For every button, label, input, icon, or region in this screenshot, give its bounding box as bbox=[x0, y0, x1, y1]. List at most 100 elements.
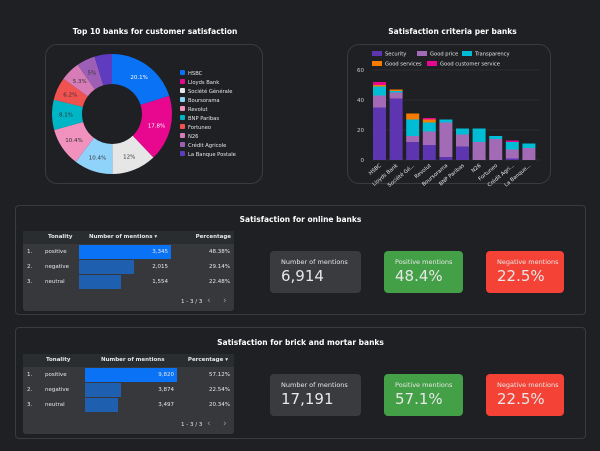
metric-label: Negative mentions bbox=[497, 381, 559, 389]
bar-segment[interactable] bbox=[505, 149, 519, 159]
bar-segment[interactable] bbox=[373, 86, 386, 96]
bar-segment[interactable] bbox=[389, 91, 403, 93]
prev-page-button[interactable]: ‹ bbox=[207, 296, 211, 306]
bar-segment[interactable] bbox=[439, 122, 453, 158]
mentions-bar bbox=[79, 245, 171, 259]
bar-segment[interactable] bbox=[439, 157, 453, 160]
column-header[interactable]: Number of mentions ▾ bbox=[89, 234, 158, 240]
mentions-bar bbox=[85, 383, 121, 397]
bar-segment[interactable] bbox=[389, 92, 403, 99]
mentions-bar bbox=[79, 260, 135, 274]
next-page-button[interactable]: › bbox=[223, 296, 227, 306]
legend-swatch bbox=[180, 106, 185, 111]
column-header[interactable]: Percentage ▾ bbox=[187, 357, 228, 363]
legend-swatch bbox=[180, 142, 185, 147]
pie-slice[interactable] bbox=[132, 95, 172, 158]
pie-slice[interactable] bbox=[51, 99, 84, 131]
legend-swatch bbox=[180, 79, 185, 84]
mentions-cell: 3,497 bbox=[158, 402, 174, 408]
tonality-cell: neutral bbox=[45, 279, 65, 285]
metric-value: 48.4% bbox=[395, 267, 443, 285]
slice-label: 8.1% bbox=[59, 113, 73, 119]
bar-segment[interactable] bbox=[389, 89, 403, 92]
slice-label: 17.8% bbox=[148, 123, 165, 129]
x-tick-label: N26 bbox=[470, 163, 482, 174]
metric-label: Positive mentions bbox=[395, 258, 453, 266]
legend-label: Good customer service bbox=[440, 62, 500, 68]
pie-slice[interactable] bbox=[75, 137, 113, 174]
percentage-cell: 57.12% bbox=[209, 372, 230, 378]
bar-segment[interactable] bbox=[373, 107, 386, 161]
slice-label: 6.2% bbox=[63, 93, 77, 99]
bar-segment[interactable] bbox=[422, 118, 436, 120]
legend-swatch bbox=[180, 70, 185, 75]
bar-segment[interactable] bbox=[373, 85, 386, 87]
bar-segment[interactable] bbox=[522, 148, 536, 160]
bar-segment[interactable] bbox=[472, 128, 486, 143]
bar-segment[interactable] bbox=[522, 143, 536, 149]
slice-label: 10.4% bbox=[89, 156, 106, 162]
bar-segment[interactable] bbox=[422, 119, 436, 123]
mentions-cell: 3,345 bbox=[152, 249, 168, 255]
tonality-cell: positive bbox=[45, 372, 67, 378]
legend-label: Revolut bbox=[188, 107, 208, 113]
slice-label: 20.1% bbox=[130, 75, 147, 81]
bar-segment[interactable] bbox=[489, 139, 503, 160]
bar-segment[interactable] bbox=[373, 82, 386, 85]
tonality-cell: positive bbox=[45, 249, 67, 255]
metric-value: 22.5% bbox=[497, 267, 545, 285]
bar-segment[interactable] bbox=[489, 136, 503, 139]
row-number: 3. bbox=[27, 402, 33, 408]
bar-segment[interactable] bbox=[406, 119, 420, 137]
pie-slice[interactable] bbox=[53, 78, 88, 107]
pie-slice[interactable] bbox=[77, 56, 104, 90]
prev-page-button[interactable]: ‹ bbox=[207, 419, 211, 429]
bar-segment[interactable] bbox=[472, 142, 486, 160]
bar-segment[interactable] bbox=[373, 95, 386, 108]
bar-segment[interactable] bbox=[505, 158, 519, 161]
legend-label: Lloyds Bank bbox=[188, 80, 219, 86]
column-header[interactable]: Number of mentions bbox=[101, 357, 165, 363]
metric-label: Number of mentions bbox=[281, 381, 348, 389]
pie-slice[interactable] bbox=[63, 64, 95, 97]
column-header[interactable]: Tonality bbox=[46, 357, 71, 363]
row-number: 1. bbox=[27, 372, 33, 378]
bar-segment[interactable] bbox=[422, 122, 436, 132]
legend-label: Good price bbox=[430, 52, 458, 58]
metric-label: Number of mentions bbox=[281, 258, 348, 266]
metric-value: 17,191 bbox=[281, 390, 334, 408]
legend-label: Crédit Agricole bbox=[188, 142, 226, 149]
legend-label: Boursorama bbox=[188, 98, 220, 104]
legend-swatch bbox=[372, 61, 382, 66]
legend-label: BNP Paribas bbox=[188, 116, 219, 122]
bar-segment[interactable] bbox=[439, 119, 453, 123]
bar-segment[interactable] bbox=[456, 146, 469, 161]
pie-slice[interactable] bbox=[112, 135, 154, 174]
legend-label: Transparency bbox=[474, 52, 510, 58]
pie-slice[interactable] bbox=[54, 122, 94, 162]
data-table: Tonality Number of mentions ▾ Percentage 1.… bbox=[23, 231, 234, 311]
next-page-button[interactable]: › bbox=[223, 419, 227, 429]
negative-mentions-card: Negative mentions 22.5% bbox=[486, 251, 564, 293]
bar-segment[interactable] bbox=[505, 142, 519, 150]
bar-segment[interactable] bbox=[456, 128, 469, 135]
bar-segment[interactable] bbox=[406, 113, 420, 120]
pie-slice[interactable] bbox=[112, 54, 170, 105]
bar-segment[interactable] bbox=[406, 136, 420, 142]
legend-label: HSBC bbox=[188, 71, 203, 77]
pie-slice[interactable] bbox=[94, 54, 112, 86]
mentions-cell: 9,820 bbox=[158, 372, 174, 378]
column-header[interactable]: Tonality bbox=[48, 234, 73, 240]
column-header[interactable]: Percentage bbox=[195, 234, 231, 240]
bar-segment[interactable] bbox=[505, 140, 519, 143]
bar-segment[interactable] bbox=[389, 98, 403, 161]
bar-segment[interactable] bbox=[406, 142, 420, 160]
percentage-cell: 20.34% bbox=[209, 402, 230, 408]
bar-segment[interactable] bbox=[422, 131, 436, 146]
metric-value: 22.5% bbox=[497, 390, 545, 408]
legend-swatch bbox=[180, 88, 185, 93]
section-title: Satisfaction for brick and mortar banks bbox=[217, 338, 384, 347]
legend-swatch bbox=[417, 51, 427, 56]
bar-segment[interactable] bbox=[422, 145, 436, 160]
bar-segment[interactable] bbox=[456, 134, 469, 147]
